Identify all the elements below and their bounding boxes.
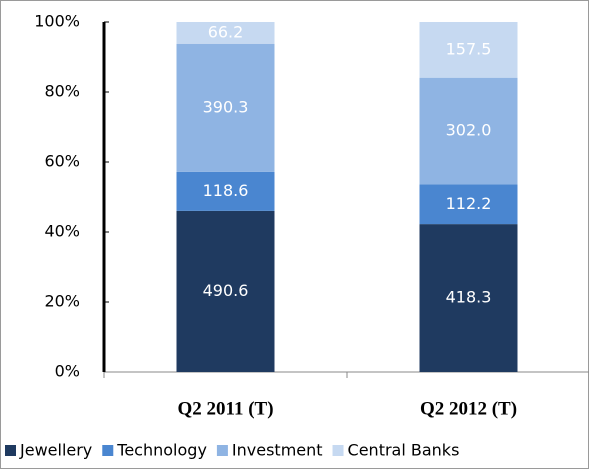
legend-label: Jewellery [19,441,92,460]
value-label: 118.6 [203,181,249,200]
value-label: 157.5 [446,39,492,58]
legend-label: Central Banks [348,441,460,460]
value-label: 302.0 [446,121,492,140]
legend-swatch [216,445,228,456]
bar-segment [176,210,275,372]
value-label: 418.3 [446,288,492,307]
x-tick-label: Q2 2011 (T) [177,398,273,419]
value-label: 112.2 [446,194,492,213]
y-tick-label: 60% [44,152,80,171]
value-label: 66.2 [208,22,244,41]
bar-segment [176,43,275,172]
legend-swatch [332,445,344,456]
legend-swatch [102,445,114,456]
bar-segment [419,77,518,185]
bar-segment [419,184,518,225]
y-tick-label: 80% [44,82,80,101]
y-tick-label: 20% [44,292,80,311]
bar-segment [419,224,518,372]
legend-swatch [5,445,16,456]
bar-segment [176,22,275,44]
x-tick-label: Q2 2012 (T) [420,398,517,419]
y-tick-label: 0% [55,362,80,381]
bar-segment [419,22,518,78]
value-label: 390.3 [203,97,249,116]
value-label: 490.6 [203,281,249,300]
legend-label: Investment [232,441,323,460]
bar-segment [176,171,275,211]
y-tick-label: 40% [44,222,80,241]
legend-label: Technology [116,441,207,460]
y-tick-label: 100% [34,12,80,31]
